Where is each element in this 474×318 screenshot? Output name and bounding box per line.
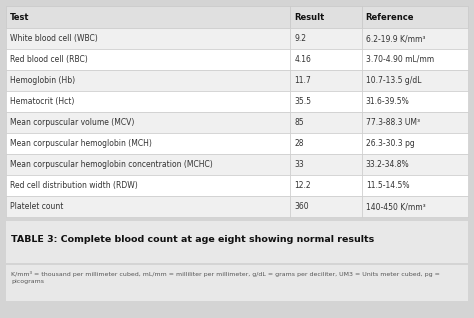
Text: Reference: Reference: [366, 12, 414, 22]
Bar: [6, 221, 468, 263]
Text: 12.2: 12.2: [294, 181, 311, 190]
Text: 9.2: 9.2: [294, 34, 306, 43]
Bar: [6, 91, 290, 112]
Bar: [290, 49, 362, 70]
Bar: [6, 6, 290, 28]
Bar: [362, 28, 468, 49]
Text: 33: 33: [294, 160, 304, 169]
Text: 77.3-88.3 UM³: 77.3-88.3 UM³: [366, 118, 420, 127]
Bar: [362, 6, 468, 28]
Bar: [6, 112, 290, 133]
Bar: [6, 49, 290, 70]
Bar: [6, 175, 290, 196]
Text: Hematocrit (Hct): Hematocrit (Hct): [10, 97, 74, 106]
Bar: [6, 28, 290, 49]
Text: 11.7: 11.7: [294, 76, 311, 85]
Bar: [6, 196, 290, 217]
Text: 33.2-34.8%: 33.2-34.8%: [366, 160, 410, 169]
Text: 6.2-19.9 K/mm³: 6.2-19.9 K/mm³: [366, 34, 425, 43]
Text: Hemoglobin (Hb): Hemoglobin (Hb): [10, 76, 75, 85]
Text: 11.5-14.5%: 11.5-14.5%: [366, 181, 409, 190]
Bar: [290, 112, 362, 133]
Text: Mean corpuscular volume (MCV): Mean corpuscular volume (MCV): [10, 118, 134, 127]
Bar: [290, 70, 362, 91]
Text: TABLE 3: Complete blood count at age eight showing normal results: TABLE 3: Complete blood count at age eig…: [11, 235, 374, 245]
Text: Mean corpuscular hemoglobin (MCH): Mean corpuscular hemoglobin (MCH): [10, 139, 152, 148]
Bar: [6, 70, 290, 91]
Bar: [6, 265, 468, 301]
Text: 26.3-30.3 pg: 26.3-30.3 pg: [366, 139, 414, 148]
Text: Red cell distribution width (RDW): Red cell distribution width (RDW): [10, 181, 138, 190]
Bar: [290, 196, 362, 217]
Text: 85: 85: [294, 118, 304, 127]
Text: 3.70-4.90 mL/mm: 3.70-4.90 mL/mm: [366, 55, 434, 64]
Text: White blood cell (WBC): White blood cell (WBC): [10, 34, 98, 43]
Bar: [362, 154, 468, 175]
Bar: [290, 175, 362, 196]
Text: Mean corpuscular hemoglobin concentration (MCHC): Mean corpuscular hemoglobin concentratio…: [10, 160, 213, 169]
Text: 140-450 K/mm³: 140-450 K/mm³: [366, 202, 426, 211]
Bar: [362, 133, 468, 154]
Text: Red blood cell (RBC): Red blood cell (RBC): [10, 55, 88, 64]
Bar: [290, 154, 362, 175]
Text: Test: Test: [10, 12, 29, 22]
Bar: [290, 91, 362, 112]
Text: 28: 28: [294, 139, 304, 148]
Text: 10.7-13.5 g/dL: 10.7-13.5 g/dL: [366, 76, 421, 85]
Text: 360: 360: [294, 202, 309, 211]
Bar: [362, 112, 468, 133]
Bar: [362, 70, 468, 91]
Text: 35.5: 35.5: [294, 97, 311, 106]
Bar: [290, 6, 362, 28]
Text: 4.16: 4.16: [294, 55, 311, 64]
Bar: [362, 175, 468, 196]
Bar: [290, 28, 362, 49]
Bar: [6, 154, 290, 175]
Bar: [290, 133, 362, 154]
Bar: [362, 91, 468, 112]
Text: K/mm³ = thousand per millimeter cubed, mL/mm = milliliter per millimeter, g/dL =: K/mm³ = thousand per millimeter cubed, m…: [11, 271, 440, 284]
Text: Result: Result: [294, 12, 324, 22]
Text: 31.6-39.5%: 31.6-39.5%: [366, 97, 410, 106]
Bar: [362, 196, 468, 217]
Bar: [362, 49, 468, 70]
Text: Platelet count: Platelet count: [10, 202, 64, 211]
Bar: [6, 133, 290, 154]
